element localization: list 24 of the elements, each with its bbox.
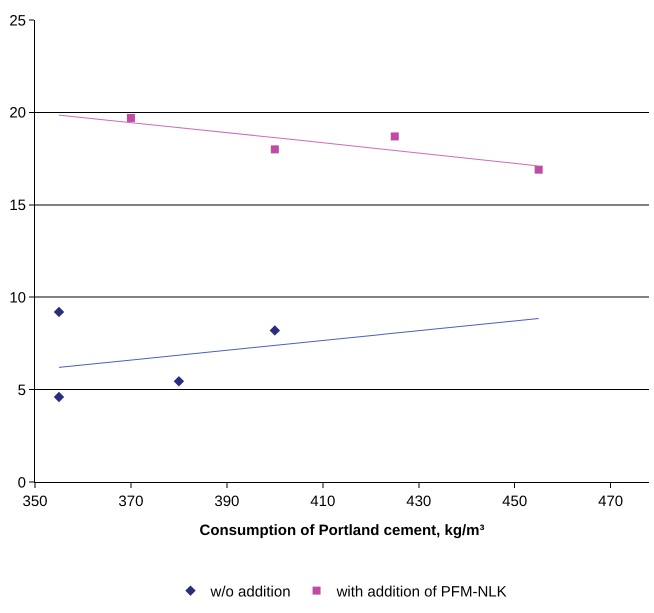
point [270,145,279,154]
legend-label: with addition of PFM-NLK [336,584,507,600]
y-tick-label: 20 [9,104,26,122]
x-tick-label: 390 [214,493,240,510]
x-tick-label: 410 [310,493,336,510]
point [270,325,280,336]
legend-label: w/o addition [210,584,291,600]
x-tick-label: 350 [22,493,48,510]
y-tick-label: 0 [18,474,26,492]
y-tick-label: 10 [9,289,26,306]
y-tick-label: 5 [18,382,26,399]
point [174,376,184,386]
y-tick-label: 15 [9,197,26,214]
point [54,306,64,318]
x-tick-label: 450 [502,493,528,510]
x-tick-label: 470 [598,493,624,510]
x-axis-title: Consumption of Portland cement, kg/m³ [199,522,485,539]
x-tick-label: 370 [118,493,144,510]
point [126,114,135,122]
x-tick-label: 430 [406,493,432,510]
point [534,166,543,174]
y-tick-label: 25 [9,12,26,30]
point [390,132,399,140]
point [54,392,64,402]
